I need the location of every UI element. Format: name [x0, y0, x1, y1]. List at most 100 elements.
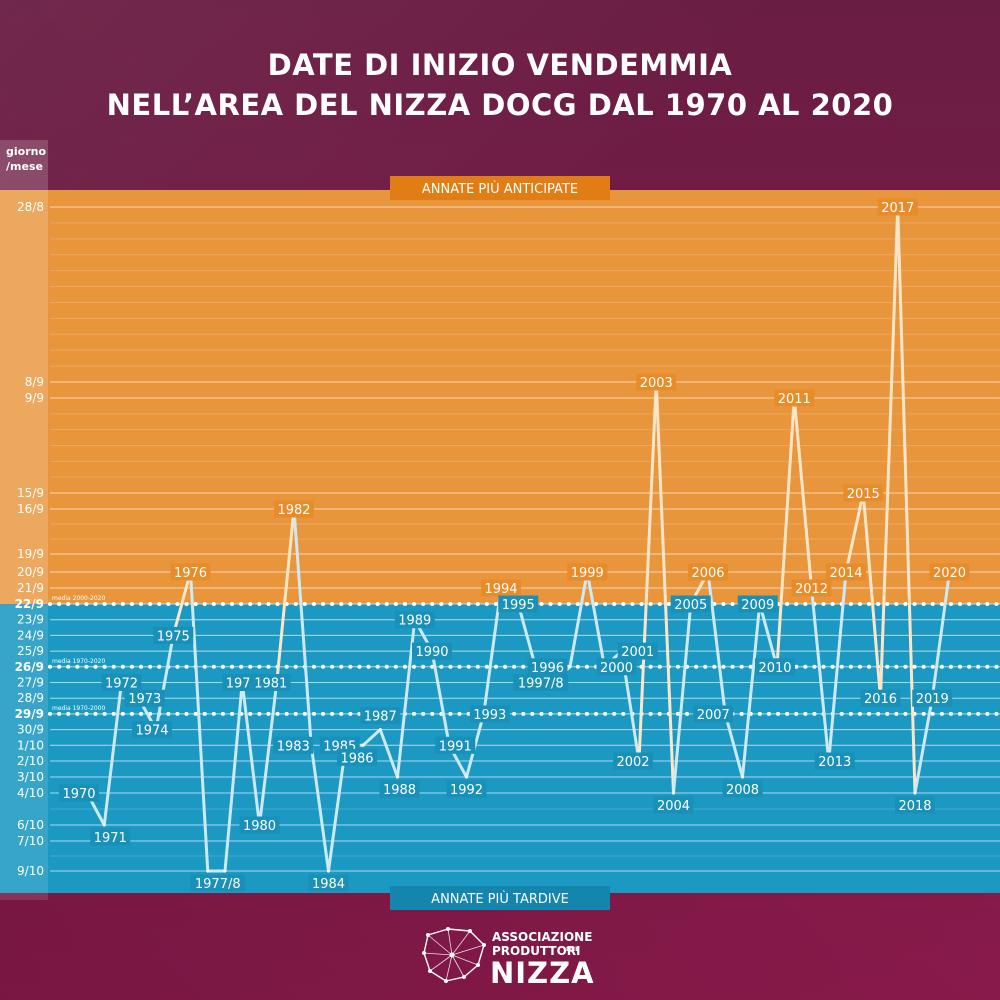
year-label-text: 1976 — [174, 566, 207, 581]
year-label-text: 1972 — [105, 677, 138, 692]
year-label-box — [774, 389, 815, 407]
year-label: 1997/8 — [513, 674, 569, 692]
y-tick-label: 20/9 — [17, 565, 44, 579]
y-axis-unit-label: giorno /mese — [6, 144, 46, 174]
y-axis-unit-line2: /mese — [6, 160, 43, 173]
year-label: 2006 — [688, 563, 728, 581]
year-label-text: 2006 — [691, 566, 724, 581]
series-segment — [672, 602, 693, 795]
series-segment — [879, 205, 900, 700]
year-label: 2020 — [929, 563, 970, 581]
year-label-box — [170, 563, 211, 581]
year-label-box — [814, 752, 855, 770]
year-label-text: 1984 — [312, 877, 345, 892]
year-label-text: 1980 — [243, 819, 276, 834]
year-label: 1971 — [90, 828, 131, 846]
logo-stroke — [447, 928, 471, 932]
data-point — [672, 791, 675, 795]
series-segment — [171, 570, 192, 637]
year-label-text: 2010 — [758, 661, 791, 676]
series-segment — [378, 728, 399, 779]
logo-stroke — [463, 964, 479, 978]
year-label-box — [617, 642, 658, 660]
series-segment — [775, 396, 796, 669]
year-label-box — [693, 705, 734, 723]
year-label-text: 2012 — [795, 582, 828, 597]
year-label: 1980 — [239, 816, 280, 834]
series-segment — [741, 602, 762, 779]
y-tick-label: 15/9 — [17, 486, 44, 500]
year-label: 2004 — [653, 796, 694, 814]
series-segment — [396, 618, 417, 779]
data-point — [102, 823, 106, 827]
series-segment — [189, 570, 210, 873]
year-label: 2012 — [791, 579, 832, 597]
y-tick-label: 6/10 — [17, 818, 44, 832]
series-segment — [930, 570, 951, 700]
early-band — [0, 190, 1000, 604]
year-label-text: 1983 — [277, 739, 310, 754]
year-label-box — [469, 705, 510, 723]
year-label: 1996 — [527, 658, 568, 676]
data-point — [327, 869, 330, 873]
year-label-text: 1990 — [415, 645, 448, 660]
series-segment — [637, 380, 658, 763]
data-point — [396, 775, 399, 779]
logo-node — [422, 951, 426, 955]
logo-stroke — [451, 954, 465, 978]
y-axis-unit-line1: giorno — [6, 145, 47, 158]
year-label-box — [722, 780, 763, 798]
series-segment — [430, 649, 451, 747]
reference-line-label: media 1970-2000 — [52, 705, 105, 712]
year-label-text: 2002 — [616, 755, 649, 770]
series-segment — [240, 681, 261, 827]
data-point — [465, 775, 468, 779]
logo-line2: PRODUTTORI — [492, 944, 581, 958]
year-label: 1983 — [273, 736, 314, 754]
y-tick-label: 9/10 — [17, 864, 44, 878]
year-label-box — [446, 780, 487, 798]
year-label: 1974 — [132, 721, 172, 739]
year-label-box — [877, 198, 918, 216]
logo-node — [462, 975, 466, 979]
year-label-text: 2017 — [881, 201, 914, 216]
year-label-box — [527, 658, 568, 676]
year-label-text: 2019 — [916, 692, 949, 707]
logo-stroke — [477, 944, 485, 966]
series-segment — [723, 712, 744, 779]
year-label-text: 2004 — [657, 799, 690, 814]
y-tick-label: 19/9 — [17, 547, 44, 561]
year-label: 2014 — [826, 563, 866, 581]
year-label: 2001 — [617, 642, 658, 660]
year-label-text: 2001 — [621, 645, 654, 660]
year-label-box — [567, 563, 608, 581]
year-label-text: 1986 — [340, 751, 373, 766]
year-label: 2011 — [774, 389, 815, 407]
y-tick-label: 21/9 — [17, 581, 44, 595]
series-segment — [309, 743, 330, 873]
year-label-box — [273, 736, 314, 754]
year-label-text: 2016 — [864, 692, 897, 707]
series-segment — [102, 681, 123, 827]
year-label-box — [101, 674, 142, 691]
data-point — [361, 743, 365, 747]
year-label-box — [412, 642, 452, 660]
year-label: 1986 — [337, 748, 377, 766]
year-label-box — [912, 689, 953, 707]
year-label: 1991 — [435, 736, 476, 754]
late-band — [0, 604, 1000, 893]
year-label-box — [360, 707, 401, 725]
year-label-box — [843, 484, 884, 502]
year-label: 2013 — [814, 752, 855, 770]
year-label-box — [59, 784, 99, 802]
series-segment — [792, 396, 813, 590]
early-band-label: ANNATE PIÙ ANTICIPATE — [390, 176, 610, 200]
year-label-box — [613, 752, 653, 770]
year-label: 1992 — [446, 780, 487, 798]
year-label-box — [755, 658, 795, 676]
y-tick-label: 26/9 — [15, 660, 44, 674]
y-tick-label: 9/9 — [25, 391, 44, 405]
series-segment — [154, 633, 175, 732]
y-tick-label: 29/9 — [15, 707, 44, 721]
